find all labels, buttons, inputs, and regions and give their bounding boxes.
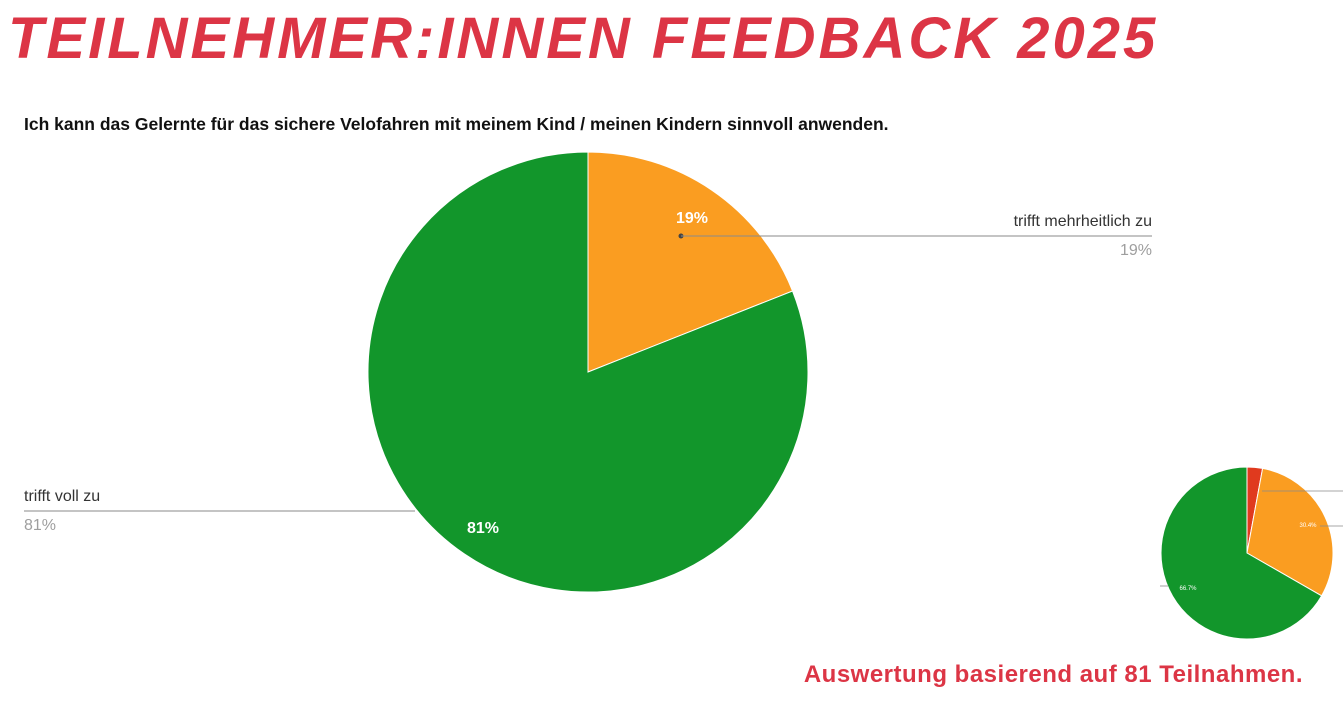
slice-label-mehrheitlich: trifft mehrheitlich zu	[1014, 213, 1152, 230]
slice-value-voll: 81%	[24, 517, 56, 534]
mini-slice-pct-green: 66.7%	[1179, 586, 1197, 592]
mini-pie-chart	[1160, 466, 1334, 640]
chart-title: Ich kann das Gelernte für das sichere Ve…	[24, 114, 889, 134]
mini-pie-slice-1	[1246, 467, 1334, 597]
main-pie-chart	[367, 151, 809, 593]
mini-pie-slice-2	[1160, 466, 1323, 640]
mini-pie-annotations: 30.4% 66.7%	[1160, 490, 1343, 592]
slice-pct-voll: 81%	[467, 520, 499, 537]
main-pie-slice-0	[587, 151, 794, 373]
main-pie-slice-1	[367, 151, 809, 593]
slice-label-voll: trifft voll zu	[24, 488, 100, 505]
main-pie-annotations: trifft mehrheitlich zu 19% trifft voll z…	[24, 210, 1152, 537]
mini-slice-pct-orange: 30.4%	[1299, 523, 1317, 529]
footnote: Auswertung basierend auf 81 Teilnahmen.	[803, 661, 1303, 688]
slice-pct-mehrheitlich: 19%	[676, 210, 708, 227]
page-title: TEILNEHMER:INNEN FEEDBACK 2025	[8, 6, 1159, 71]
slice-value-mehrheitlich: 19%	[1120, 242, 1152, 259]
